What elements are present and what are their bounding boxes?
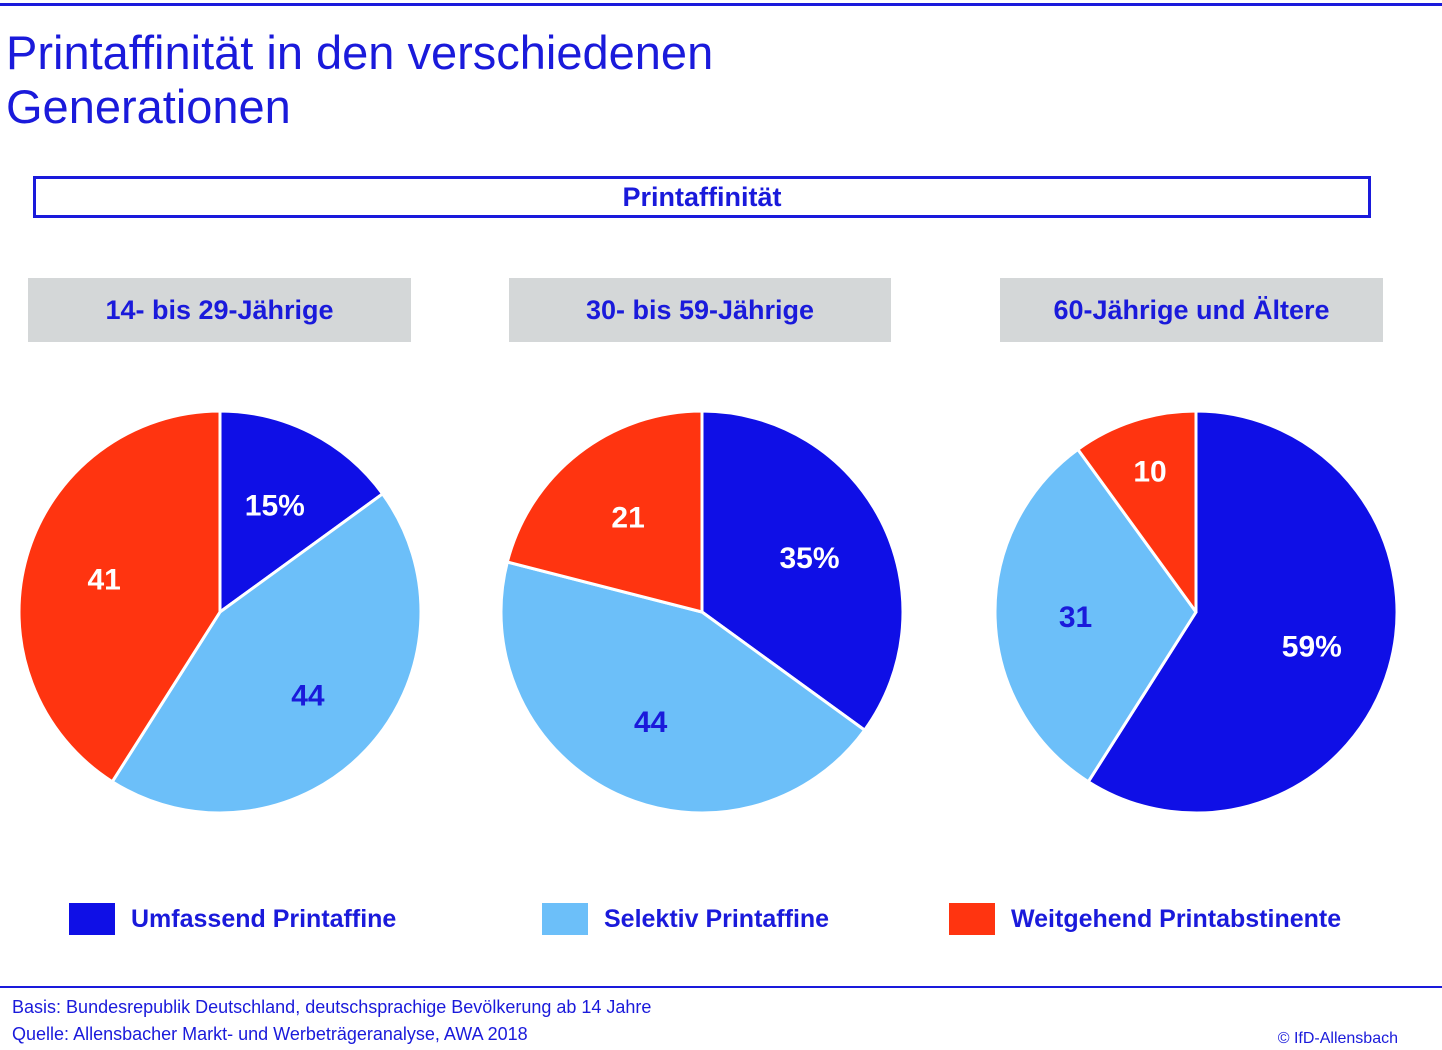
- pie-1-slice-weitgehend: [17, 409, 222, 784]
- legend-label-selektiv: Selektiv Printaffine: [604, 904, 830, 933]
- pie-1-label-umfassend: 15%: [245, 490, 305, 523]
- legend-swatch-umfassend: [69, 903, 115, 935]
- pie-3-slice-selektiv: [993, 447, 1198, 784]
- top-rule: [0, 3, 1442, 6]
- pie-2-label-weitgehend: 21: [611, 502, 644, 535]
- pie-1-label-weitgehend: 41: [88, 563, 121, 596]
- section-title-box: Printaffinität: [33, 176, 1371, 218]
- pie-3-label-umfassend: 59%: [1282, 631, 1342, 664]
- chart-title-1: 14- bis 29-Jährige: [28, 278, 411, 342]
- footer-basis: Basis: Bundesrepublik Deutschland, deuts…: [12, 997, 651, 1018]
- page-title: Printaffinität in den verschiedenen Gene…: [6, 26, 1006, 134]
- footer-quelle-key: Quelle:: [12, 1024, 70, 1044]
- legend-label-umfassend: Umfassend Printaffine: [131, 904, 397, 933]
- pie-1-slice-umfassend: [218, 409, 385, 614]
- footer-quelle: Quelle: Allensbacher Markt- und Werbeträ…: [12, 1024, 528, 1045]
- footer-rule: [0, 986, 1442, 988]
- legend-item-selektiv: Selektiv Printaffine: [542, 903, 829, 935]
- pie-3-label-weitgehend: 10: [1133, 456, 1166, 489]
- pie-2-label-umfassend: 35%: [779, 542, 839, 575]
- legend-swatch-weitgehend: [949, 903, 995, 935]
- title-line-1: Printaffinität in den verschiedenen: [6, 26, 714, 79]
- legend-label-weitgehend: Weitgehend Printabstinente: [1011, 904, 1342, 933]
- pie-2-slice-umfassend: [700, 409, 905, 732]
- pie-3-slice-umfassend: [1086, 409, 1399, 815]
- footer-basis-key: Basis:: [12, 997, 62, 1017]
- pie-2-label-selektiv: 44: [634, 706, 668, 739]
- legend-swatch-selektiv: [542, 903, 588, 935]
- legend-item-weitgehend: Weitgehend Printabstinente: [949, 903, 1341, 935]
- chart-title-3: 60-Jährige und Ältere: [1000, 278, 1383, 342]
- pie-1-slice-selektiv: [110, 492, 423, 815]
- footer-basis-text: Bundesrepublik Deutschland, deutschsprac…: [66, 997, 652, 1017]
- pie-3-label-selektiv: 31: [1059, 601, 1092, 634]
- title-line-2: Generationen: [6, 80, 291, 133]
- copyright: © IfD-Allensbach: [1277, 1030, 1398, 1047]
- section-title: Printaffinität: [622, 181, 782, 212]
- footer-quelle-text: Allensbacher Markt- und Werbeträgeranaly…: [73, 1024, 528, 1044]
- pie-2-slice-weitgehend: [505, 409, 704, 614]
- pie-2-slice-selektiv: [499, 560, 867, 815]
- pie-1-label-selektiv: 44: [291, 680, 325, 713]
- legend-item-umfassend: Umfassend Printaffine: [69, 903, 396, 935]
- chart-title-2: 30- bis 59-Jährige: [509, 278, 891, 342]
- pie-3-slice-weitgehend: [1076, 409, 1198, 614]
